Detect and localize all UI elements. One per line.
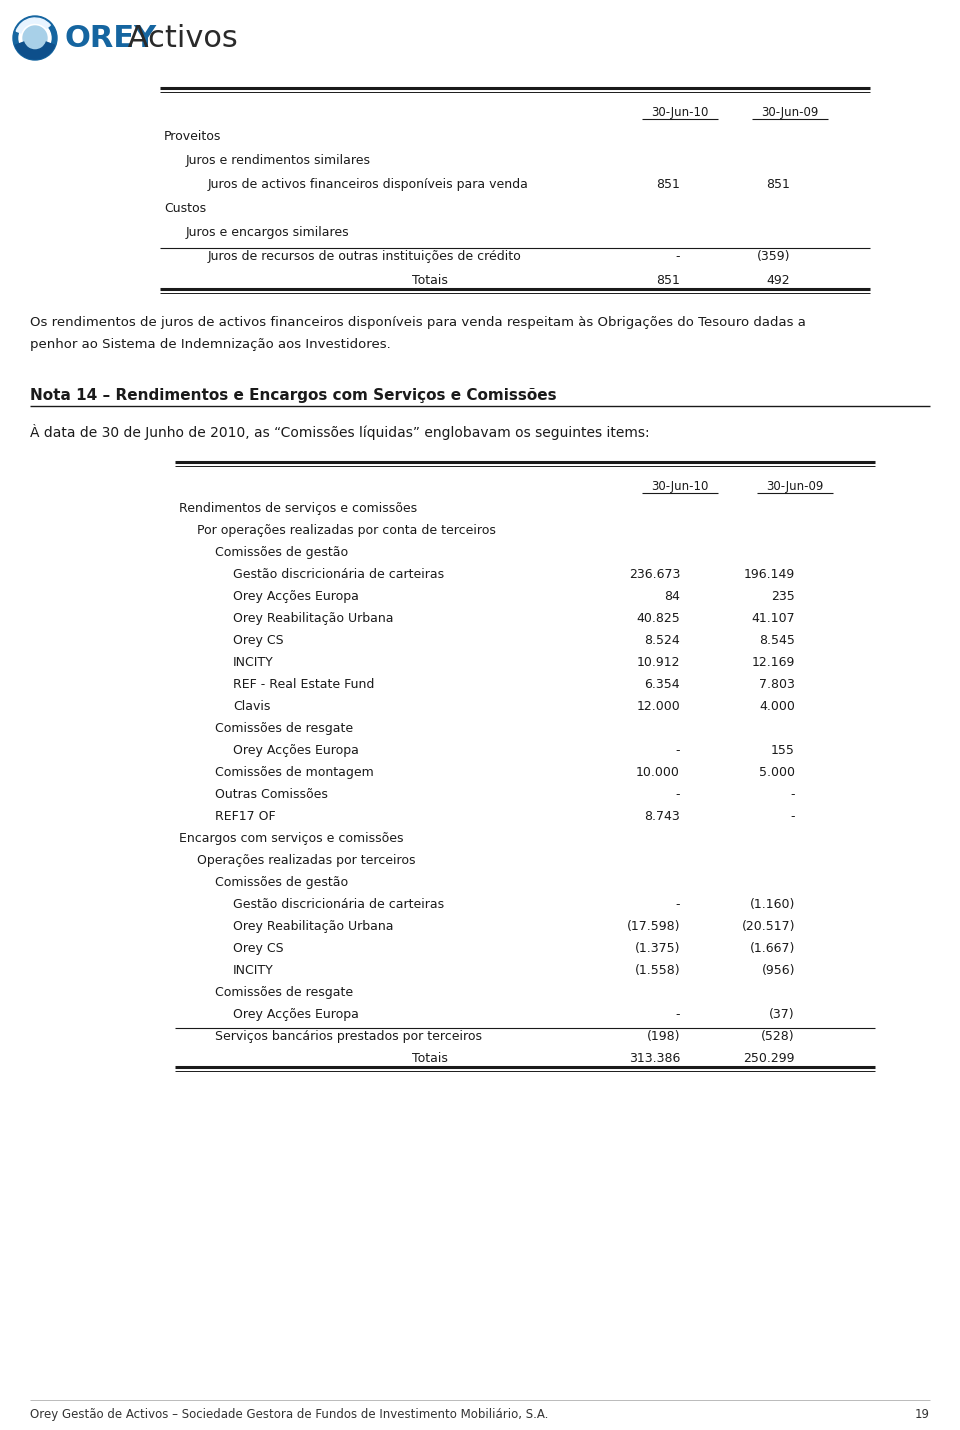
Text: 84: 84 (664, 591, 680, 603)
Circle shape (13, 16, 57, 60)
Text: Totais: Totais (412, 1052, 448, 1065)
Text: Comissões de resgate: Comissões de resgate (215, 987, 353, 1000)
Text: 30-Jun-10: 30-Jun-10 (651, 106, 708, 119)
Text: 851: 851 (656, 275, 680, 287)
Text: Orey CS: Orey CS (233, 942, 283, 955)
Text: Activos: Activos (118, 24, 238, 53)
Text: (359): (359) (756, 250, 790, 263)
Text: 7.803: 7.803 (759, 678, 795, 691)
Text: Comissões de gestão: Comissões de gestão (215, 877, 348, 889)
Text: 313.386: 313.386 (629, 1052, 680, 1065)
Text: 40.825: 40.825 (636, 612, 680, 625)
Text: 8.524: 8.524 (644, 633, 680, 646)
Text: 8.545: 8.545 (759, 633, 795, 646)
Text: -: - (790, 788, 795, 801)
Text: Nota 14 – Rendimentos e Encargos com Serviços e Comissões: Nota 14 – Rendimentos e Encargos com Ser… (30, 388, 557, 403)
Wedge shape (15, 41, 55, 59)
Text: Orey CS: Orey CS (233, 633, 283, 646)
Text: 30-Jun-09: 30-Jun-09 (766, 480, 824, 493)
Text: Orey Reabilitação Urbana: Orey Reabilitação Urbana (233, 919, 394, 932)
Text: 250.299: 250.299 (743, 1052, 795, 1065)
Text: Orey Acções Europa: Orey Acções Europa (233, 744, 359, 756)
Text: -: - (676, 1008, 680, 1021)
Text: (1.375): (1.375) (635, 942, 680, 955)
Text: REF17 OF: REF17 OF (215, 809, 276, 824)
Text: INCITY: INCITY (233, 964, 274, 977)
Text: 235: 235 (771, 591, 795, 603)
Text: REF - Real Estate Fund: REF - Real Estate Fund (233, 678, 374, 691)
Text: 30-Jun-09: 30-Jun-09 (761, 106, 819, 119)
Text: 30-Jun-10: 30-Jun-10 (651, 480, 708, 493)
Text: Juros e rendimentos similares: Juros e rendimentos similares (186, 154, 371, 167)
Text: (1.160): (1.160) (750, 898, 795, 911)
Text: (956): (956) (761, 964, 795, 977)
Text: OREY: OREY (64, 24, 156, 53)
Text: Comissões de montagem: Comissões de montagem (215, 766, 373, 779)
Text: Encargos com serviços e comissões: Encargos com serviços e comissões (179, 832, 403, 845)
Text: Comissões de gestão: Comissões de gestão (215, 546, 348, 559)
Text: Por operações realizadas por conta de terceiros: Por operações realizadas por conta de te… (197, 523, 496, 538)
Text: 851: 851 (766, 177, 790, 192)
Circle shape (19, 21, 51, 54)
Text: (528): (528) (761, 1030, 795, 1042)
Text: Orey Gestão de Activos – Sociedade Gestora de Fundos de Investimento Mobiliário,: Orey Gestão de Activos – Sociedade Gesto… (30, 1409, 548, 1421)
Text: Os rendimentos de juros de activos financeiros disponíveis para venda respeitam : Os rendimentos de juros de activos finan… (30, 316, 805, 329)
Text: À data de 30 de Junho de 2010, as “Comissões líquidas” englobavam os seguintes i: À data de 30 de Junho de 2010, as “Comis… (30, 425, 650, 440)
Text: Orey Acções Europa: Orey Acções Europa (233, 591, 359, 603)
Text: Outras Comissões: Outras Comissões (215, 788, 328, 801)
Text: Rendimentos de serviços e comissões: Rendimentos de serviços e comissões (179, 502, 418, 515)
Text: -: - (790, 809, 795, 824)
Text: Orey Reabilitação Urbana: Orey Reabilitação Urbana (233, 612, 394, 625)
Text: (198): (198) (646, 1030, 680, 1042)
Text: Juros e encargos similares: Juros e encargos similares (186, 226, 349, 239)
Text: 12.169: 12.169 (752, 656, 795, 669)
Text: INCITY: INCITY (233, 656, 274, 669)
Text: 10.912: 10.912 (636, 656, 680, 669)
Text: 196.149: 196.149 (744, 568, 795, 581)
Text: (20.517): (20.517) (741, 919, 795, 932)
Text: Clavis: Clavis (233, 701, 271, 714)
Text: Totais: Totais (412, 275, 448, 287)
Text: 851: 851 (656, 177, 680, 192)
Text: Juros de recursos de outras instituições de crédito: Juros de recursos de outras instituições… (208, 250, 521, 263)
Text: Comissões de resgate: Comissões de resgate (215, 722, 353, 735)
Text: 236.673: 236.673 (629, 568, 680, 581)
Text: (37): (37) (769, 1008, 795, 1021)
Circle shape (23, 26, 47, 50)
Text: Custos: Custos (164, 202, 206, 214)
Text: penhor ao Sistema de Indemnização aos Investidores.: penhor ao Sistema de Indemnização aos In… (30, 337, 391, 350)
Text: 12.000: 12.000 (636, 701, 680, 714)
Text: 5.000: 5.000 (759, 766, 795, 779)
Text: 8.743: 8.743 (644, 809, 680, 824)
Text: 10.000: 10.000 (636, 766, 680, 779)
Text: Gestão discricionária de carteiras: Gestão discricionária de carteiras (233, 568, 444, 581)
Text: -: - (676, 744, 680, 756)
Text: -: - (676, 250, 680, 263)
Text: (1.667): (1.667) (750, 942, 795, 955)
Text: 41.107: 41.107 (752, 612, 795, 625)
Text: 4.000: 4.000 (759, 701, 795, 714)
Text: Operações realizadas por terceiros: Operações realizadas por terceiros (197, 854, 416, 867)
Text: 19: 19 (915, 1409, 930, 1421)
Text: 6.354: 6.354 (644, 678, 680, 691)
Text: -: - (676, 788, 680, 801)
Text: (1.558): (1.558) (635, 964, 680, 977)
Wedge shape (16, 19, 50, 33)
Text: -: - (676, 898, 680, 911)
Text: Gestão discricionária de carteiras: Gestão discricionária de carteiras (233, 898, 444, 911)
Text: Serviços bancários prestados por terceiros: Serviços bancários prestados por terceir… (215, 1030, 482, 1042)
Text: Juros de activos financeiros disponíveis para venda: Juros de activos financeiros disponíveis… (208, 177, 529, 192)
Text: 155: 155 (771, 744, 795, 756)
Text: 492: 492 (766, 275, 790, 287)
Text: Proveitos: Proveitos (164, 130, 222, 143)
Text: (17.598): (17.598) (627, 919, 680, 932)
Text: Orey Acções Europa: Orey Acções Europa (233, 1008, 359, 1021)
